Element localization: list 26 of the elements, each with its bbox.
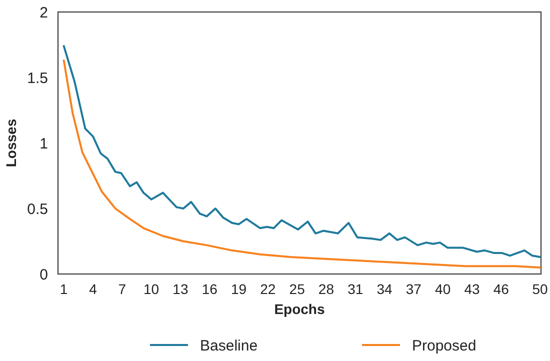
x-tick-label: 37 bbox=[406, 281, 422, 297]
y-tick-label: 2 bbox=[40, 4, 48, 22]
x-axis-title: Epochs bbox=[274, 301, 325, 317]
x-tick-label: 50 bbox=[532, 281, 548, 297]
x-tick-label: 28 bbox=[318, 281, 334, 297]
x-tick-label: 1 bbox=[60, 281, 68, 297]
legend-label: Proposed bbox=[412, 337, 476, 354]
x-tick-label: 10 bbox=[144, 281, 160, 297]
x-tick-label: 7 bbox=[118, 281, 126, 297]
x-tick-label: 46 bbox=[493, 281, 510, 297]
x-tick-label: 25 bbox=[289, 281, 306, 297]
y-tick-label: 0 bbox=[40, 266, 48, 284]
x-tick-label: 4 bbox=[89, 281, 98, 297]
x-tick-label: 22 bbox=[260, 281, 276, 297]
x-tick-label: 40 bbox=[435, 281, 451, 297]
y-tick-label: 1 bbox=[40, 135, 48, 152]
y-tick-label: 1.5 bbox=[27, 70, 48, 87]
x-tick-label: 19 bbox=[230, 281, 247, 297]
x-tick-label: 16 bbox=[202, 281, 218, 297]
y-axis-title: Losses bbox=[3, 118, 19, 168]
x-tick-label: 43 bbox=[464, 281, 480, 297]
x-tick-label: 13 bbox=[172, 281, 188, 297]
y-tick-label: 0.5 bbox=[27, 200, 48, 218]
x-tick-label: 34 bbox=[376, 281, 393, 297]
x-tick-label: 31 bbox=[348, 281, 364, 297]
legend-label: Baseline bbox=[200, 337, 258, 354]
